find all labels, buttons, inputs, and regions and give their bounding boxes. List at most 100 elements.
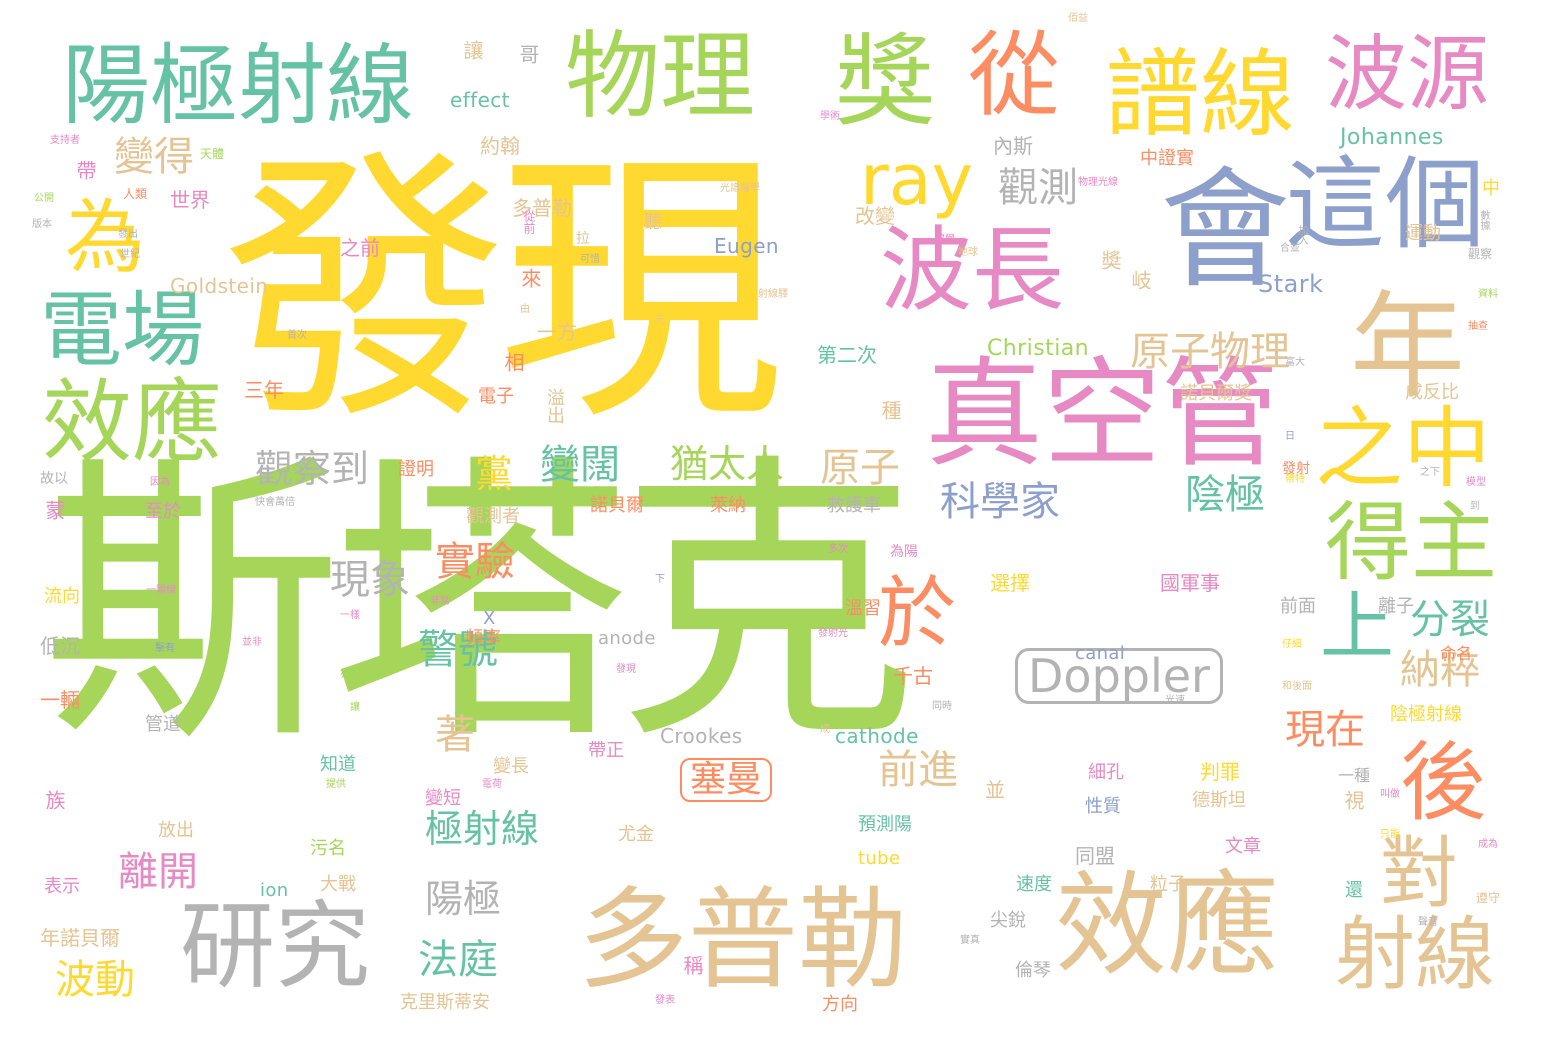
word: 稱 [680,955,704,975]
word: 模型 [1466,477,1486,488]
word: 支持者 [50,135,80,146]
word: 抽查 [1468,321,1488,332]
word: 同盟 [1075,844,1115,868]
word: 溢出 [544,388,565,424]
word: 多普勒 [512,196,572,220]
word: 命名 [1440,644,1473,663]
word: 至於 [145,501,181,522]
word: 叫做 [1380,789,1400,800]
word: 法庭 [418,937,498,983]
word: 德斯坦 [1192,790,1246,811]
word: 中 [1479,178,1500,196]
word: 實驗 [435,539,515,585]
word: 合並 [1280,243,1300,254]
word: 並 [985,778,1005,802]
word: effect [450,88,510,112]
word: 納粹 [1400,647,1480,693]
word: Goldstein [170,274,269,298]
word: 成反比 [1405,382,1459,403]
word: 低沉 [40,634,80,658]
word: 故以 [40,471,68,487]
word: tube [858,848,901,869]
word: 波源 [1325,27,1490,122]
word: Johannes [1340,125,1444,150]
word: 光速 [1165,695,1185,706]
word: Doppler [1015,648,1223,704]
word: 帶正 [588,740,624,761]
word: 一種 [1338,766,1371,785]
word: 預測陽 [858,814,912,835]
word: ion [260,880,289,901]
word: 萊納 [710,495,746,516]
word: 運動 [1405,223,1441,244]
word: 放出 [158,820,194,841]
word: 流向 [44,586,80,607]
word: 真空管 [925,345,1280,483]
word: 發射 [1282,461,1310,477]
word: 只能 [1380,829,1400,840]
word: 成為 [1478,839,1498,850]
word: 之中 [1315,397,1492,500]
word: 來 [518,268,542,288]
word: 佰益 [1068,13,1088,24]
word: 會 [1160,154,1291,306]
word: 一輛 [40,688,80,712]
word: 上 [1320,584,1394,670]
word: Stark [1258,270,1324,298]
word: 一方 [537,320,577,344]
word: 觀測者 [466,506,520,527]
word: 一樣 [340,610,360,621]
word: 族 [42,790,66,810]
word: 光譜醫學 [720,183,760,194]
word: 克里斯蒂安 [400,992,490,1013]
word: 元 [655,315,665,326]
word: 為陽 [890,544,918,560]
word: 可惜 [580,254,600,265]
word: 版本 [32,219,52,230]
word: 證明 [398,459,434,480]
word: 黨 [475,452,514,496]
word: 離開 [118,849,198,895]
word: 中證實 [1140,148,1194,169]
word: 亦 [340,669,350,680]
word: 選擇 [990,571,1030,595]
word: 後 [1400,733,1486,833]
word: 極射線 [425,807,540,851]
word: 加入 [1296,225,1307,245]
word: 變得 [114,134,194,180]
word: 數據 [1478,210,1489,230]
word: 到 [1470,501,1480,512]
word: 種 [878,400,902,420]
word: 拉 [576,231,590,247]
word: X [483,608,496,629]
word: 因為 [150,477,170,488]
word: 判罪 [1200,760,1240,784]
word: 多次 [828,544,848,555]
word: 大戰 [320,874,356,895]
word: 內斯 [993,134,1033,158]
word: 奬 [1098,250,1122,270]
word: 成 [820,724,830,735]
word: 現象 [330,557,410,603]
word: 天體 [200,147,225,161]
word: 獎 [835,23,935,140]
word: 效應 [42,370,222,475]
word: 蒙 [42,500,66,520]
word: 發現 [222,126,783,458]
word: 觀察 [1468,247,1493,261]
word: Crookes [660,724,743,748]
word: 年諾貝爾 [40,926,120,950]
word: 聽 [641,212,662,230]
word: 擊有 [155,643,175,654]
word: 這個 [1285,146,1485,263]
word: 射線驛 [758,289,788,300]
word: 速度 [1016,874,1052,895]
word: 分裂 [1410,597,1490,643]
word: 物理光線 [1078,177,1118,188]
word: 尖銳 [990,910,1026,931]
word: cathode [835,724,919,748]
word: 岐 [1128,270,1152,290]
word: 發表 [655,995,675,1006]
word: 為 [65,191,145,284]
